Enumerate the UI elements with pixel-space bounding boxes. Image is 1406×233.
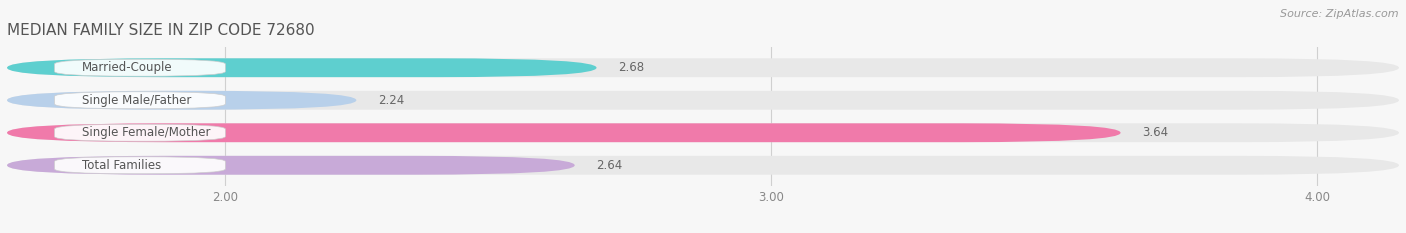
Text: Total Families: Total Families (82, 159, 162, 172)
FancyBboxPatch shape (7, 91, 356, 110)
FancyBboxPatch shape (55, 157, 225, 174)
FancyBboxPatch shape (7, 156, 575, 175)
FancyBboxPatch shape (7, 58, 1399, 77)
FancyBboxPatch shape (55, 92, 225, 109)
Text: 2.68: 2.68 (619, 61, 644, 74)
FancyBboxPatch shape (55, 59, 225, 76)
FancyBboxPatch shape (7, 123, 1399, 142)
Text: Source: ZipAtlas.com: Source: ZipAtlas.com (1281, 9, 1399, 19)
FancyBboxPatch shape (7, 58, 596, 77)
Text: Married-Couple: Married-Couple (82, 61, 173, 74)
Text: MEDIAN FAMILY SIZE IN ZIP CODE 72680: MEDIAN FAMILY SIZE IN ZIP CODE 72680 (7, 24, 315, 38)
FancyBboxPatch shape (7, 91, 1399, 110)
Text: Single Male/Father: Single Male/Father (82, 94, 191, 107)
FancyBboxPatch shape (7, 156, 1399, 175)
Text: 2.24: 2.24 (378, 94, 405, 107)
Text: Single Female/Mother: Single Female/Mother (82, 126, 211, 139)
FancyBboxPatch shape (55, 124, 225, 141)
Text: 3.64: 3.64 (1143, 126, 1168, 139)
FancyBboxPatch shape (7, 123, 1121, 142)
Text: 2.64: 2.64 (596, 159, 623, 172)
